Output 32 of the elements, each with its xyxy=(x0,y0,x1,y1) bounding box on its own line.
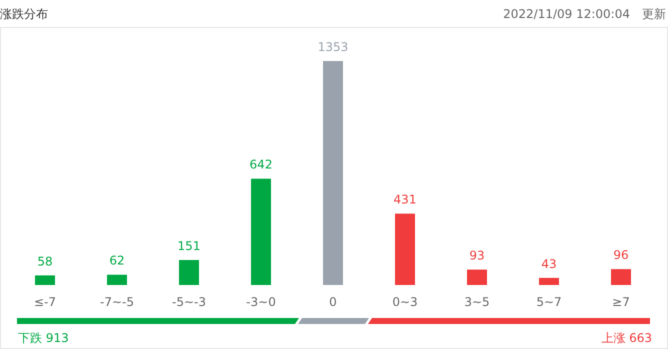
data-label: 93 xyxy=(469,248,485,263)
data-label: 62 xyxy=(109,254,125,268)
x-tick-label: 0 xyxy=(329,295,337,309)
bar xyxy=(179,260,199,285)
bar xyxy=(467,270,487,285)
bar xyxy=(35,275,55,285)
x-tick-label: ≤-7 xyxy=(34,295,56,309)
x-tick-label: 0~3 xyxy=(392,295,418,309)
x-tick-label: 3~5 xyxy=(464,295,490,309)
x-tick-label: -3~0 xyxy=(246,295,276,309)
bar xyxy=(539,278,559,285)
data-label: 151 xyxy=(178,239,200,253)
data-label: 1353 xyxy=(318,40,348,54)
x-tick-label: -7~-5 xyxy=(100,295,134,309)
x-tick-label: 5~7 xyxy=(536,295,562,309)
data-label: 431 xyxy=(394,192,416,207)
chart-title: 涨跌分布 xyxy=(0,7,48,21)
bar xyxy=(323,61,343,285)
text: 下跌 913 xyxy=(18,331,69,345)
bar xyxy=(251,178,271,285)
data-label: 43 xyxy=(541,256,557,271)
data-label: 642 xyxy=(250,158,272,172)
bar xyxy=(611,269,631,285)
text: 更新 xyxy=(642,7,666,21)
bar xyxy=(107,274,127,285)
data-label: 58 xyxy=(37,254,53,268)
bar xyxy=(395,214,415,285)
x-tick-label: -5~-3 xyxy=(172,295,206,309)
x-tick-label: ≥7 xyxy=(612,295,630,309)
text: 上涨 663 xyxy=(601,331,652,345)
text: 2022/11/09 12:00:04 xyxy=(503,7,630,21)
data-label: 96 xyxy=(613,248,629,262)
